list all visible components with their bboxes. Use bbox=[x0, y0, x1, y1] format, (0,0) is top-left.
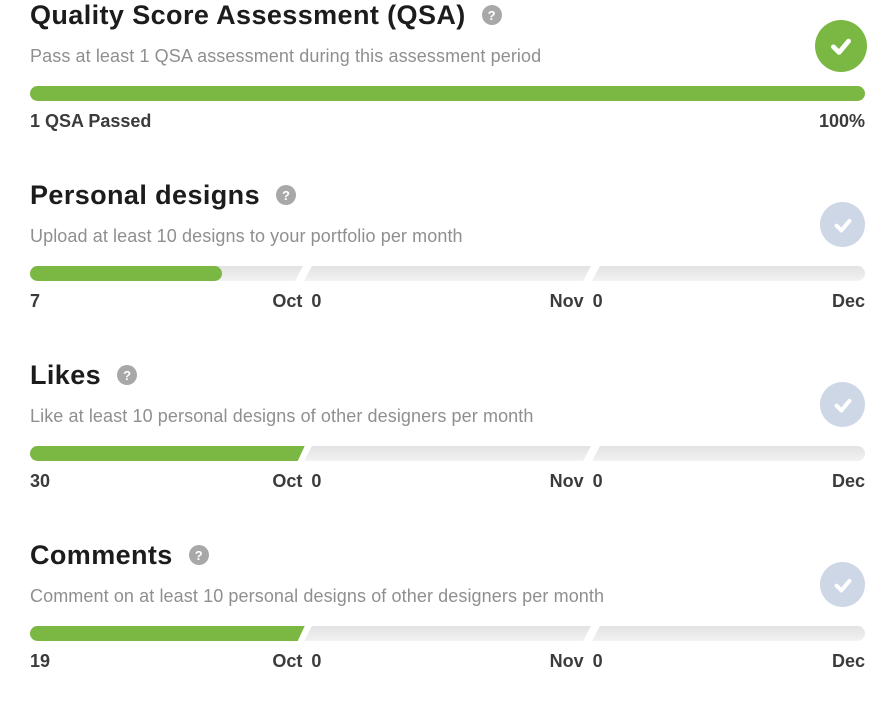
segment-month: Oct bbox=[272, 651, 303, 671]
progress-labels: 30 Oct 0 Nov 0 Dec bbox=[30, 471, 865, 491]
segment-label-group: 0 Dec bbox=[593, 651, 865, 671]
segment-value: 0 bbox=[311, 651, 322, 671]
track-segment-dec bbox=[592, 626, 865, 641]
goal-title: Quality Score Assessment (QSA) bbox=[30, 0, 466, 30]
segment-label-group: 0 Dec bbox=[593, 291, 865, 311]
help-icon[interactable]: ? bbox=[275, 185, 296, 205]
segment-month: Nov bbox=[549, 291, 584, 311]
progress-bar bbox=[30, 626, 865, 641]
goal-title: Personal designs bbox=[30, 180, 260, 210]
segment-label-group: 0 Nov bbox=[311, 651, 583, 671]
progress-bar bbox=[30, 266, 865, 281]
segment-value: 7 bbox=[30, 291, 41, 311]
progress-labels: 7 Oct 0 Nov 0 Dec bbox=[30, 291, 865, 311]
pending-badge bbox=[820, 202, 865, 247]
segment-label-group: 0 Nov bbox=[311, 291, 583, 311]
help-icon[interactable]: ? bbox=[481, 5, 502, 25]
check-icon bbox=[834, 578, 851, 593]
goal-header: Quality Score Assessment (QSA) ? bbox=[30, 0, 865, 30]
segment-label-group: 0 Nov bbox=[311, 471, 583, 491]
pending-badge bbox=[820, 382, 865, 427]
segment-label-group: 30 Oct bbox=[30, 471, 302, 491]
progress-label-right: 100% bbox=[818, 111, 865, 131]
segment-month: Dec bbox=[831, 651, 865, 671]
segment-label-group: 7 Oct bbox=[30, 291, 302, 311]
goal-section-comments: Comments ? Comment on at least 10 person… bbox=[30, 540, 865, 671]
segment-month: Nov bbox=[549, 471, 584, 491]
segment-label-group: 19 Oct bbox=[30, 651, 302, 671]
goal-title: Likes bbox=[30, 360, 102, 390]
segment-value: 0 bbox=[311, 471, 322, 491]
progress-fill bbox=[30, 626, 305, 641]
check-icon bbox=[834, 398, 851, 413]
segment-month: Nov bbox=[549, 651, 584, 671]
goal-header: Comments ? bbox=[30, 540, 865, 570]
goal-section-likes: Likes ? Like at least 10 personal design… bbox=[30, 360, 865, 491]
goal-description: Upload at least 10 designs to your portf… bbox=[30, 226, 463, 246]
segment-month: Oct bbox=[272, 471, 303, 491]
segment-value: 30 bbox=[30, 471, 51, 491]
segment-month: Dec bbox=[831, 471, 865, 491]
goal-section-qsa: Quality Score Assessment (QSA) ? Pass at… bbox=[30, 0, 867, 131]
goal-header: Likes ? bbox=[30, 360, 865, 390]
check-icon bbox=[834, 218, 851, 233]
goal-description: Like at least 10 personal designs of oth… bbox=[30, 406, 534, 426]
goal-description: Pass at least 1 QSA assessment during th… bbox=[30, 46, 542, 66]
help-icon[interactable]: ? bbox=[188, 545, 209, 565]
track-segment-nov bbox=[304, 266, 591, 281]
segment-value: 0 bbox=[592, 471, 603, 491]
progress-label-left: 1 QSA Passed bbox=[30, 111, 152, 131]
segment-value: 19 bbox=[30, 651, 51, 671]
segment-value: 0 bbox=[311, 291, 322, 311]
track-segment-dec bbox=[592, 266, 865, 281]
help-icon[interactable]: ? bbox=[117, 365, 138, 385]
track-segment-nov bbox=[304, 446, 591, 461]
progress-fill bbox=[30, 86, 865, 101]
segment-value: 0 bbox=[592, 651, 603, 671]
progress-labels: 1 QSA Passed 100% bbox=[30, 111, 865, 131]
goal-section-personal-designs: Personal designs ? Upload at least 10 de… bbox=[30, 180, 865, 311]
goals-dashboard: Quality Score Assessment (QSA) ? Pass at… bbox=[30, 0, 867, 671]
progress-labels: 19 Oct 0 Nov 0 Dec bbox=[30, 651, 865, 671]
pending-badge bbox=[820, 562, 865, 607]
goal-title: Comments bbox=[30, 540, 173, 570]
segment-label-group: 0 Dec bbox=[593, 471, 865, 491]
progress-bar bbox=[30, 86, 865, 101]
goal-description: Comment on at least 10 personal designs … bbox=[30, 586, 605, 606]
segment-value: 0 bbox=[592, 291, 603, 311]
progress-fill bbox=[30, 446, 305, 461]
segment-month: Dec bbox=[831, 291, 865, 311]
progress-bar bbox=[30, 446, 865, 461]
goal-header: Personal designs ? bbox=[30, 180, 865, 210]
track-segment-nov bbox=[304, 626, 591, 641]
track-segment-dec bbox=[592, 446, 865, 461]
segment-month: Oct bbox=[272, 291, 303, 311]
check-icon bbox=[831, 38, 851, 55]
progress-fill bbox=[30, 266, 223, 281]
completed-badge bbox=[815, 20, 867, 72]
